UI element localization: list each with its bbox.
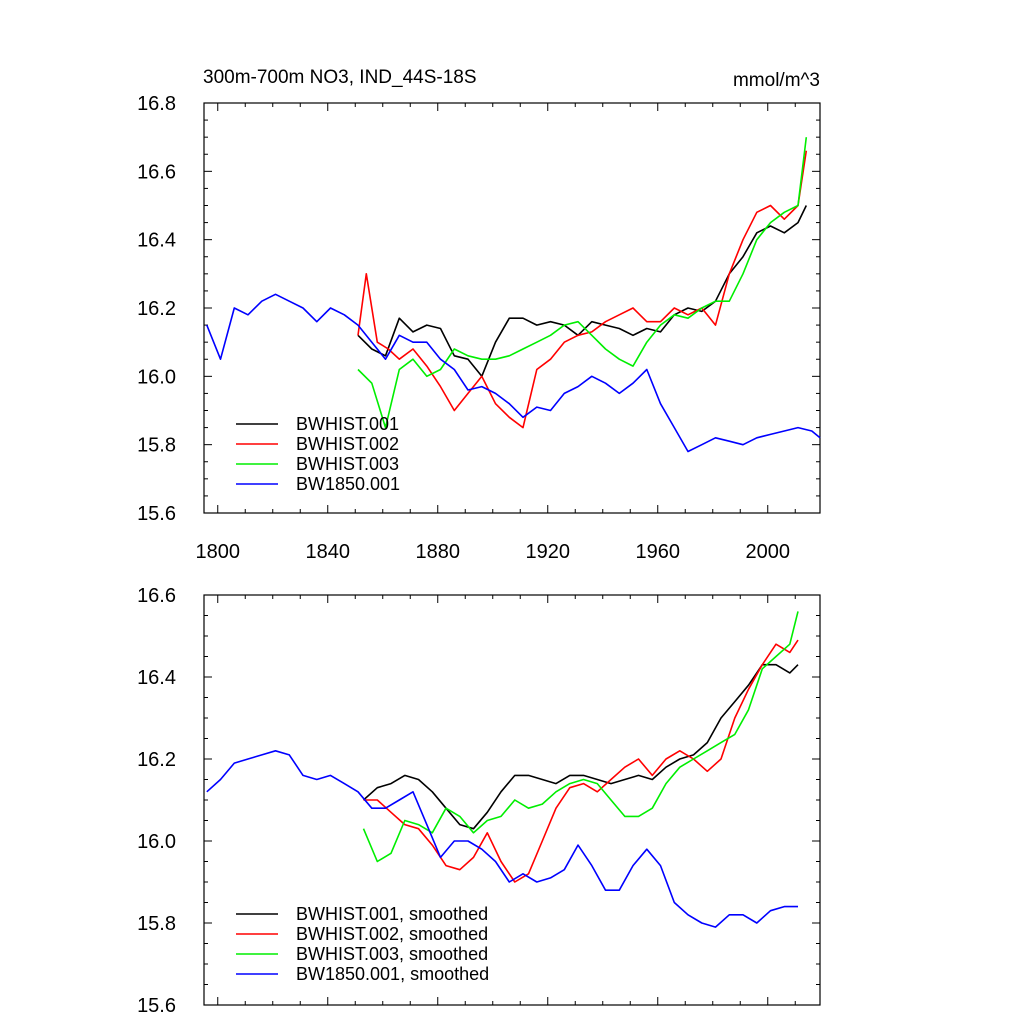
bottom-legend-label: BWHIST.001, smoothed bbox=[296, 904, 488, 924]
top-panel-units: mmol/m^3 bbox=[733, 70, 820, 91]
bottom-ytick-label: 15.6 bbox=[137, 995, 176, 1017]
top-legend-label: BWHIST.003 bbox=[296, 454, 399, 474]
bottom-ytick-label: 16.2 bbox=[137, 749, 176, 771]
top-ytick-label: 15.8 bbox=[137, 435, 176, 457]
top-legend-label: BW1850.001 bbox=[296, 474, 400, 494]
bottom-legend-label: BW1850.001, smoothed bbox=[296, 964, 489, 984]
bottom-ytick-label: 15.8 bbox=[137, 913, 176, 935]
top-legend-label: BWHIST.002 bbox=[296, 434, 399, 454]
bottom-legend-label: BWHIST.003, smoothed bbox=[296, 944, 488, 964]
bottom-series-line-1 bbox=[362, 663, 799, 830]
top-series-line-4 bbox=[206, 293, 821, 453]
bottom-ytick-label: 16.4 bbox=[137, 667, 176, 689]
top-panel-title: 300m-700m NO3, IND_44S-18S bbox=[203, 67, 477, 88]
top-xtick-label: 2000 bbox=[746, 541, 791, 563]
bottom-series-line-4 bbox=[206, 749, 798, 928]
top-ytick-label: 16.6 bbox=[137, 161, 176, 183]
top-ytick-label: 15.6 bbox=[137, 503, 176, 525]
top-ytick-label: 16.8 bbox=[137, 93, 176, 115]
top-xtick-label: 1840 bbox=[306, 541, 351, 563]
bottom-ytick-label: 16.6 bbox=[137, 585, 176, 607]
top-xtick-label: 1960 bbox=[636, 541, 681, 563]
top-ytick-label: 16.2 bbox=[137, 298, 176, 320]
bottom-ytick-label: 16.0 bbox=[137, 831, 176, 853]
top-xtick-label: 1800 bbox=[196, 541, 241, 563]
top-xtick-label: 1920 bbox=[526, 541, 571, 563]
top-ytick-label: 16.4 bbox=[137, 230, 176, 252]
top-panel: 300m-700m NO3, IND_44S-18S mmol/m^3 15.6… bbox=[137, 67, 821, 563]
bottom-panel: 15.6 15.8 16.0 16.2 16.4 16.6 BWHIST.001, smo… bbox=[137, 585, 821, 1017]
bottom-legend-label: BWHIST.002, smoothed bbox=[296, 924, 488, 944]
bottom-series-line-2 bbox=[363, 639, 799, 883]
top-xtick-label: 1880 bbox=[416, 541, 461, 563]
bottom-series-line-3 bbox=[362, 611, 799, 863]
top-legend-label: BWHIST.001 bbox=[296, 414, 399, 434]
top-ytick-label: 16.0 bbox=[137, 366, 176, 388]
top-series-line-2 bbox=[357, 150, 808, 429]
top-series-line-3 bbox=[357, 137, 808, 429]
